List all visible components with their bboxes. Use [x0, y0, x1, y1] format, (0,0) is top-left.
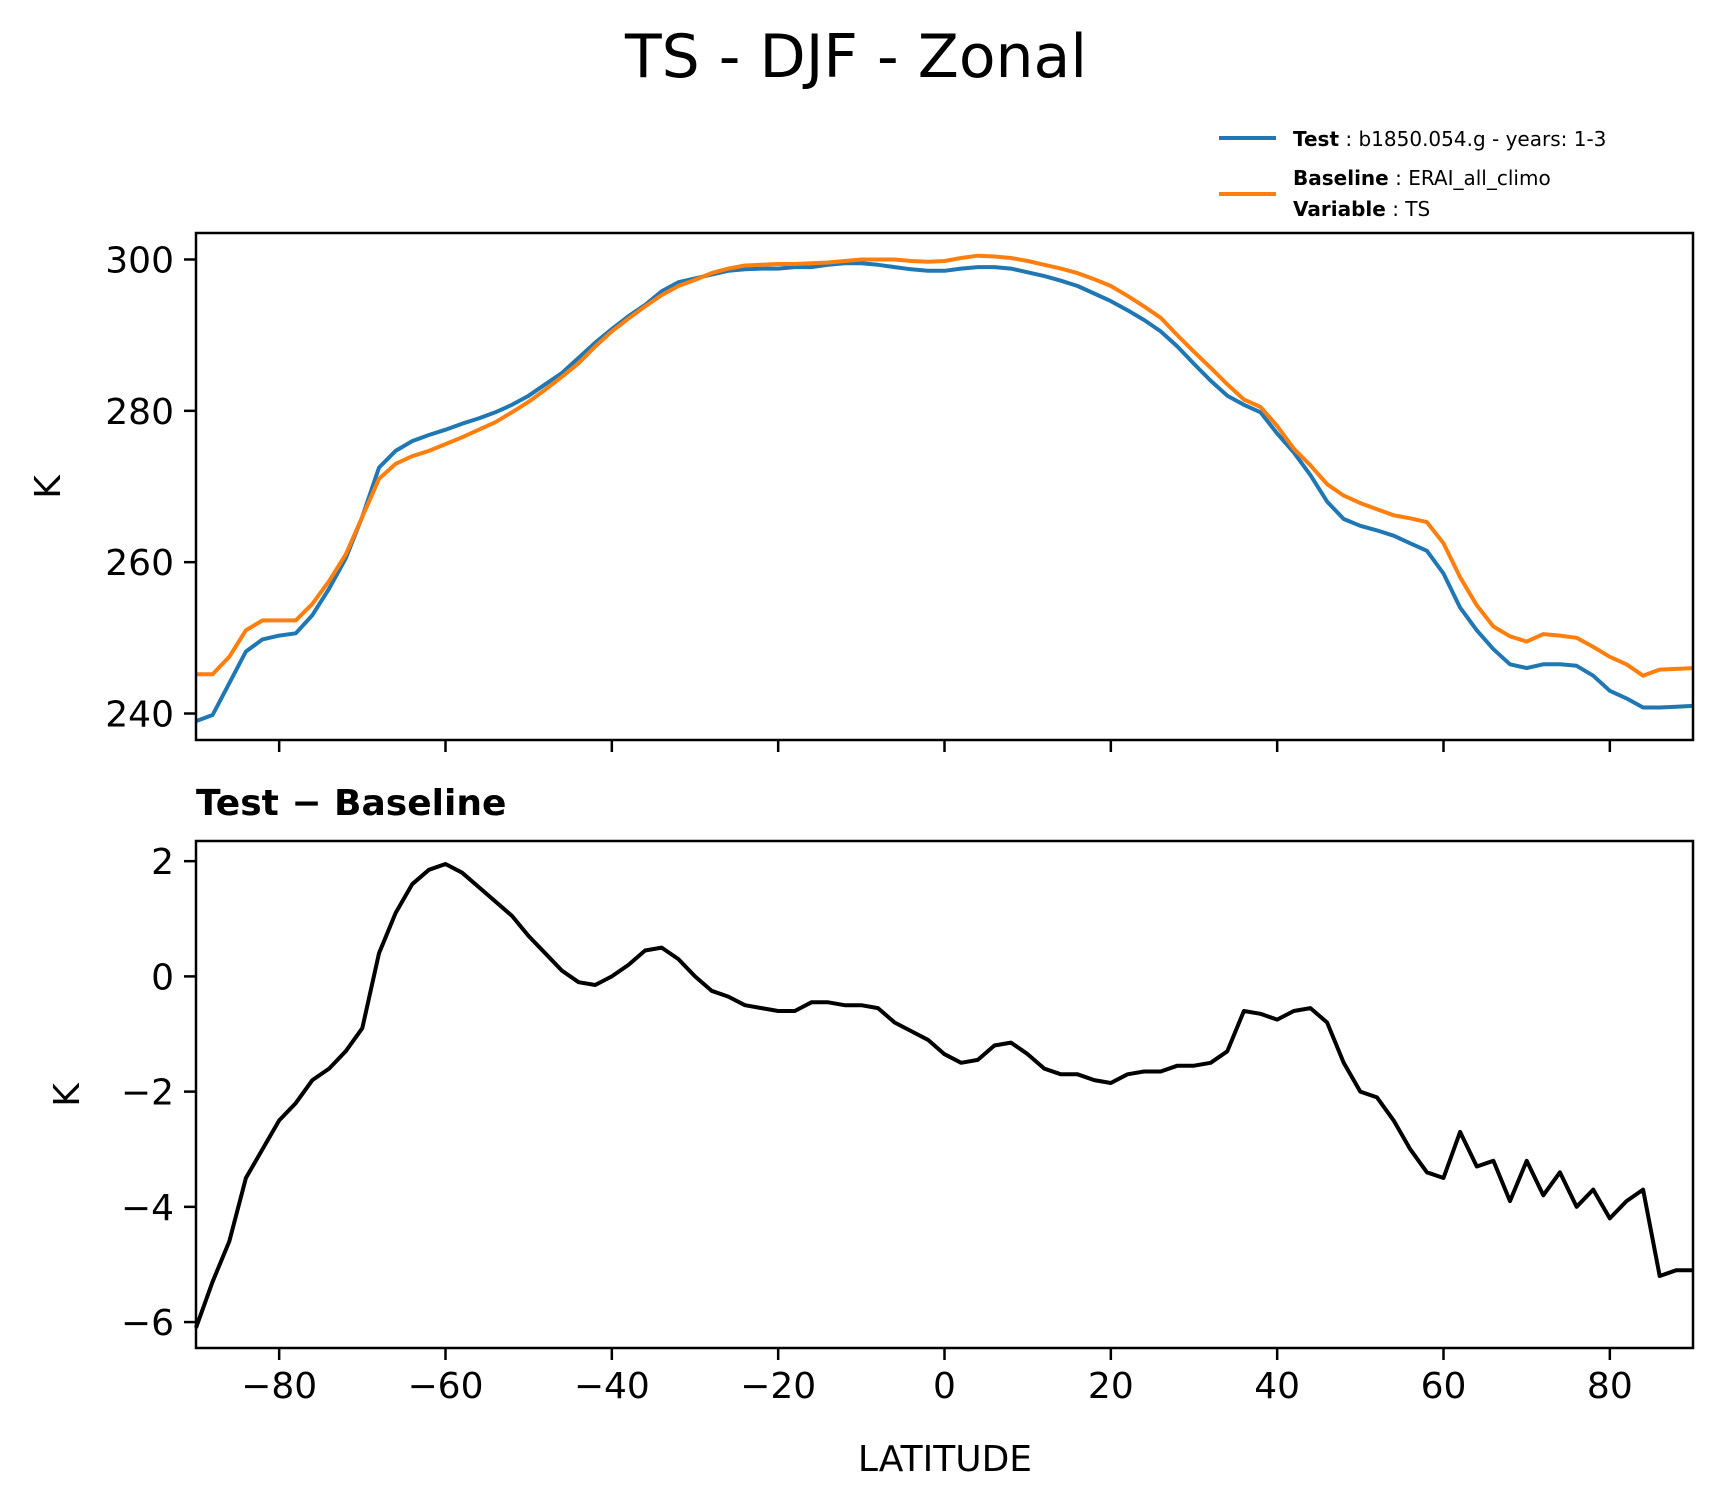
- legend-test-text: b1850.054.g - years: 1-3: [1358, 127, 1606, 151]
- top-panel: 240 260 280 300 K: [28, 231, 1695, 752]
- series-line-test: [195, 261, 1694, 723]
- legend-variable-label: Variable: [1293, 197, 1386, 221]
- y-tick-label: −2: [121, 1073, 174, 1114]
- chart-title: TS - DJF - Zonal: [624, 22, 1087, 92]
- legend-variable-text: TS: [1404, 197, 1430, 221]
- legend-test-label: Test: [1293, 127, 1339, 151]
- legend-sep: :: [1386, 197, 1405, 221]
- legend: Test : b1850.054.g - years: 1-3 Baseline…: [1219, 127, 1606, 221]
- x-tick-label: 40: [1254, 1366, 1300, 1407]
- y-tick-label: −4: [121, 1188, 174, 1229]
- difference-title: Test − Baseline: [196, 783, 506, 824]
- plot-frame: [194, 231, 1695, 742]
- legend-sep: :: [1389, 166, 1408, 190]
- y-tick-label: 240: [105, 695, 174, 736]
- plot-frame: [194, 839, 1695, 1350]
- x-tick-label: 20: [1088, 1366, 1134, 1407]
- series-line-difference: [194, 862, 1693, 1329]
- y-tick-label: 280: [105, 392, 174, 433]
- legend-entry-test: Test : b1850.054.g - years: 1-3: [1293, 127, 1606, 151]
- x-tick-label: −80: [241, 1366, 317, 1407]
- legend-entry-variable: Variable : TS: [1293, 197, 1430, 221]
- x-tick-label: −40: [574, 1366, 650, 1407]
- x-tick-label: 0: [933, 1366, 956, 1407]
- legend-baseline-label: Baseline: [1293, 166, 1389, 190]
- y-axis-label: K: [47, 1082, 88, 1107]
- y-tick-label: 260: [105, 543, 174, 584]
- x-axis-label: LATITUDE: [858, 1439, 1032, 1480]
- x-tick-label: 60: [1421, 1366, 1467, 1407]
- x-tick-label: −20: [740, 1366, 816, 1407]
- y-tick-label: 2: [151, 842, 174, 883]
- series-line-baseline: [196, 253, 1694, 678]
- y-axis-label: K: [28, 474, 69, 499]
- legend-sep: :: [1339, 127, 1358, 151]
- y-tick-label: 300: [105, 240, 174, 281]
- x-tick-label: 80: [1587, 1366, 1633, 1407]
- y-tick-label: −6: [121, 1303, 174, 1344]
- legend-entry-baseline: Baseline : ERAI_all_climo: [1293, 166, 1551, 190]
- legend-baseline-text: ERAI_all_climo: [1408, 166, 1551, 190]
- x-tick-label: −60: [408, 1366, 484, 1407]
- y-tick-label: 0: [151, 957, 174, 998]
